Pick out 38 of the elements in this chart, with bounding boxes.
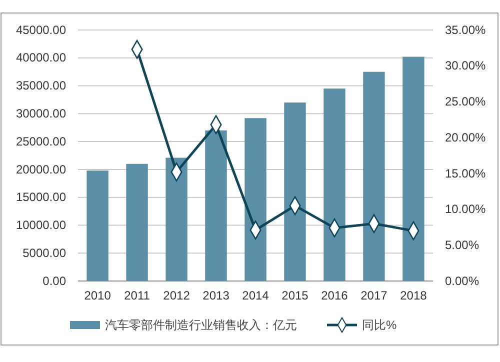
- y2-tick-label: 25.00%: [445, 94, 486, 109]
- y2-tick-label: 5.00%: [445, 238, 480, 252]
- y-tick-label: 45000.00: [16, 22, 66, 37]
- y2-tick-label: 30.00%: [445, 58, 486, 73]
- x-tick-label: 2015: [282, 288, 309, 303]
- y2-tick-label: 20.00%: [445, 130, 486, 144]
- x-tick-label: 2013: [202, 288, 230, 303]
- legend-label: 汽车零部件制造行业销售收入：亿元: [105, 318, 297, 332]
- bar: [363, 72, 385, 281]
- bar: [86, 170, 108, 281]
- bar: [166, 158, 188, 281]
- y-tick-label: 15000.00: [16, 190, 66, 204]
- y-tick-label: 40000.00: [16, 50, 66, 65]
- y2-tick-label: 0.00%: [445, 274, 480, 288]
- y-tick-label: 0.00: [42, 274, 66, 288]
- bar: [324, 88, 346, 281]
- x-tick-label: 2010: [84, 288, 112, 303]
- x-tick-label: 2011: [124, 288, 150, 303]
- bar: [284, 102, 306, 281]
- y-tick-label: 10000.00: [16, 218, 66, 232]
- x-tick-label: 2014: [242, 288, 270, 303]
- y2-tick-label: 35.00%: [445, 22, 486, 37]
- y2-tick-label: 15.00%: [445, 166, 486, 180]
- bar: [244, 118, 266, 281]
- y-tick-label: 30000.00: [16, 106, 66, 121]
- x-tick-label: 2018: [400, 288, 428, 303]
- bar: [205, 130, 227, 281]
- y-tick-label: 20000.00: [16, 162, 66, 176]
- x-tick-label: 2016: [321, 288, 348, 303]
- y-tick-label: 25000.00: [16, 134, 66, 148]
- x-tick-label: 2012: [163, 288, 190, 303]
- legend-label: 同比%: [362, 318, 397, 332]
- bar: [402, 56, 424, 281]
- y2-tick-label: 10.00%: [445, 202, 486, 216]
- y-tick-label: 5000.00: [22, 246, 66, 260]
- x-tick-label: 2017: [360, 288, 388, 303]
- y-tick-label: 35000.00: [16, 78, 66, 93]
- bar: [126, 164, 148, 281]
